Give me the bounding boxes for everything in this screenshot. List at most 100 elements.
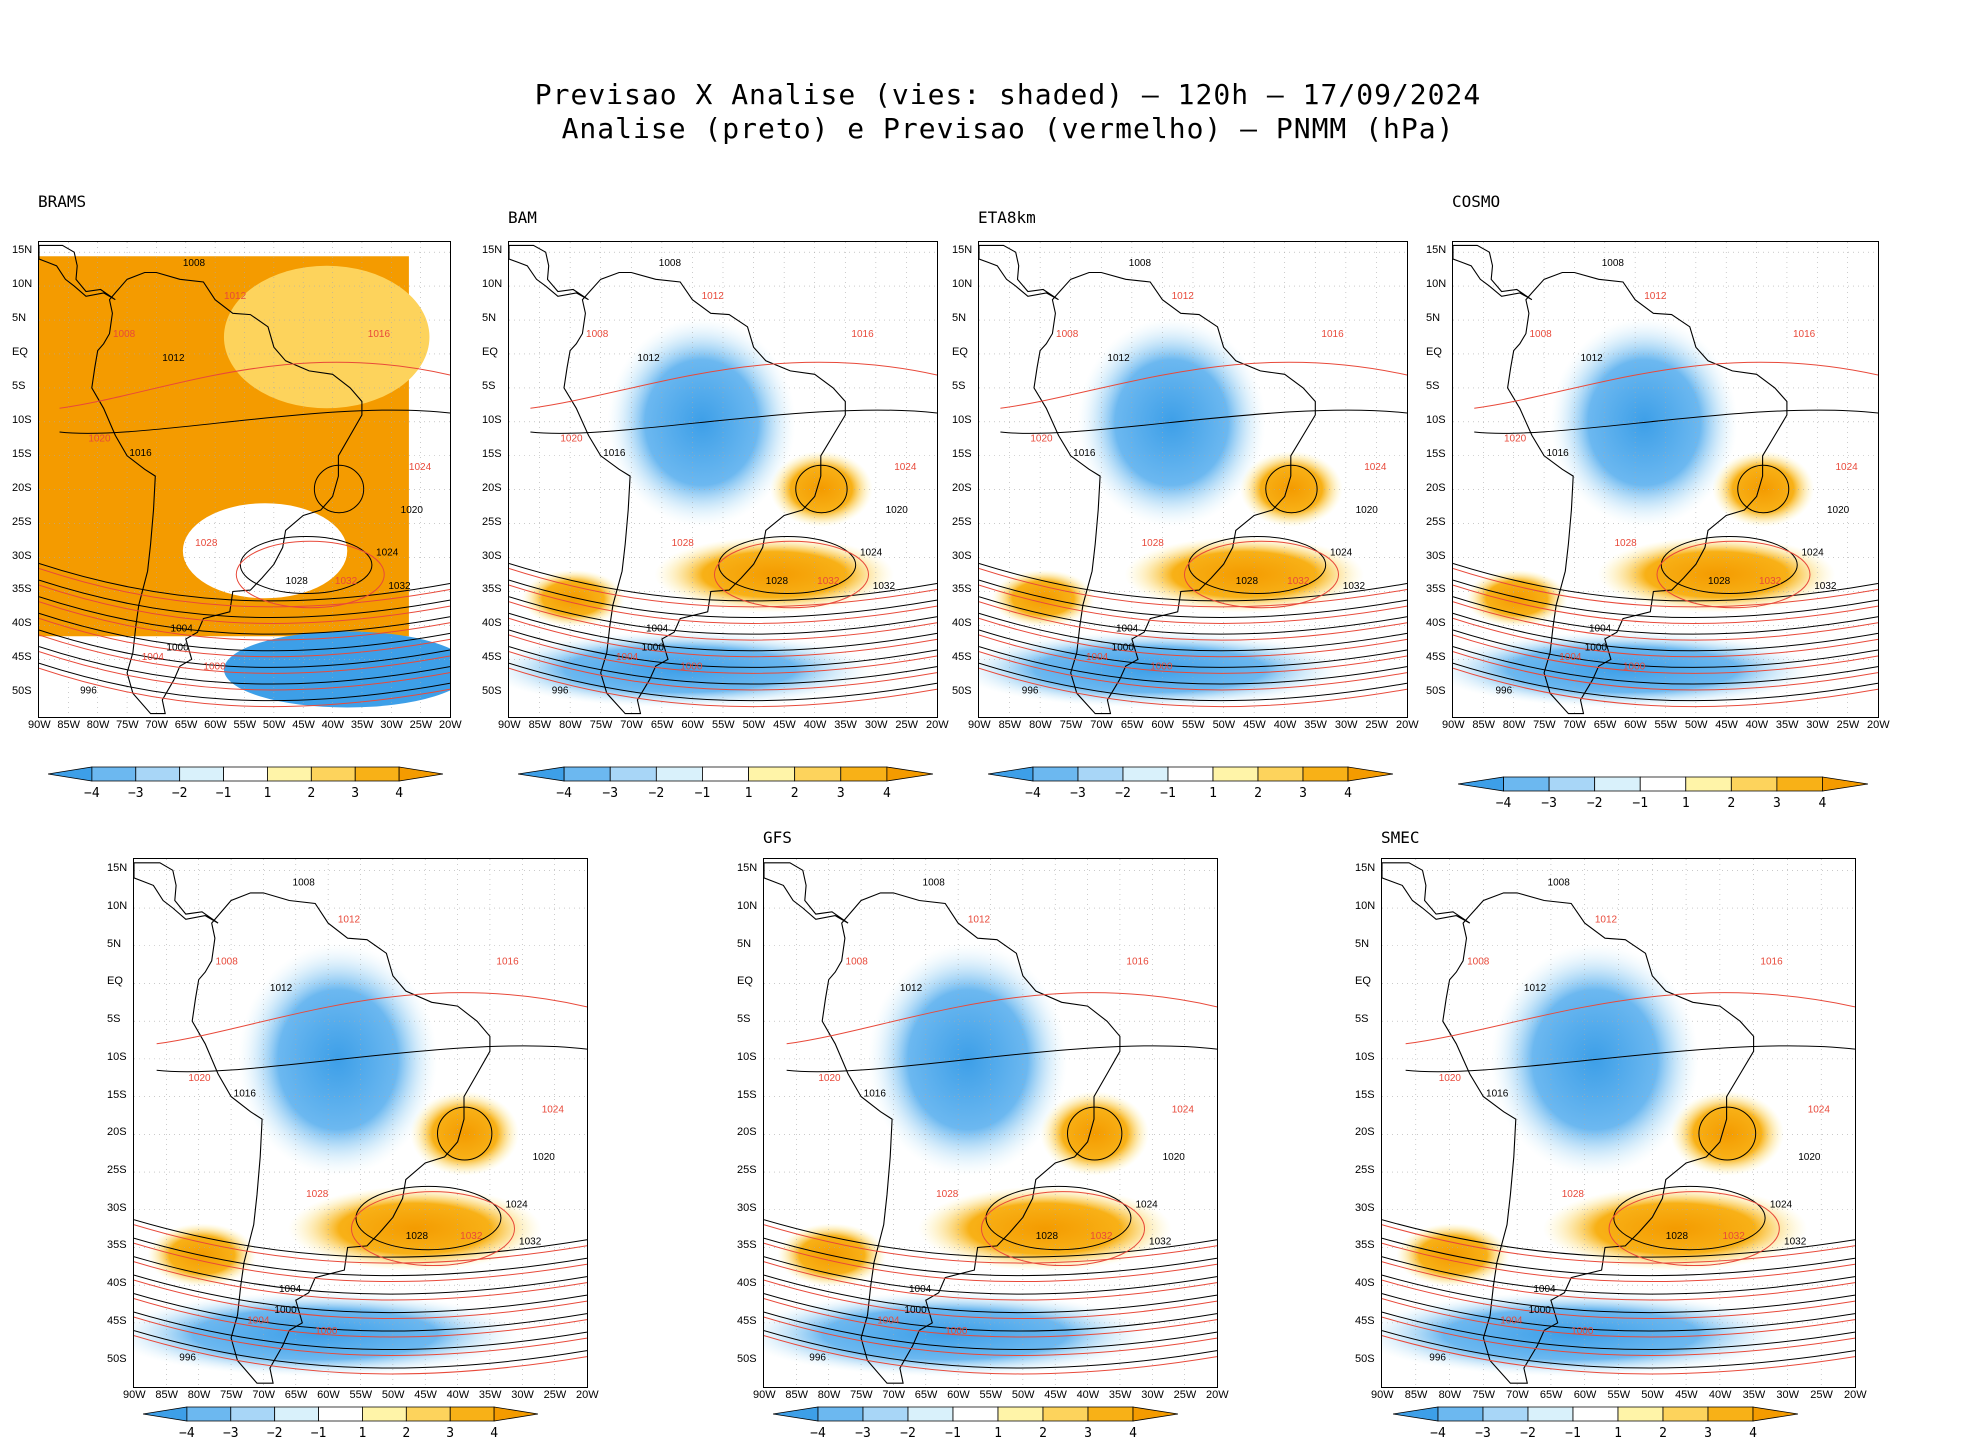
lat-label: 10S — [952, 413, 972, 426]
isobar-analysis — [1453, 596, 1878, 635]
isobar-forecast — [979, 634, 1407, 674]
bias-warm-anticyclone-field — [1670, 1091, 1785, 1176]
isobar-label-analysis: 1008 — [1602, 258, 1625, 269]
lat-label: 5S — [737, 1013, 751, 1026]
lat-label: 50S — [737, 1352, 757, 1365]
isobar-forecast — [509, 634, 937, 674]
lon-label: 65W — [1120, 719, 1144, 731]
isobar-label-forecast: 1004 — [1086, 652, 1109, 663]
lat-label: 40S — [107, 1277, 127, 1290]
isobar-forecast — [509, 601, 937, 641]
isobar-forecast — [509, 584, 937, 624]
lat-label: 15S — [107, 1088, 127, 1101]
coastline-central-america — [1453, 244, 1533, 301]
isobar-label-analysis: 1008 — [1129, 258, 1152, 269]
isobar-label-analysis: 1004 — [171, 624, 194, 635]
isobar-label-forecast: 1012 — [1595, 914, 1618, 925]
isobar-label-forecast: 1016 — [1760, 957, 1783, 968]
map-svg-unlabeled: 1008 1012 1016 1020 1024 1028 1032 1004 1000 996 1… — [134, 859, 587, 1387]
lon-label: 65W — [1539, 1389, 1563, 1401]
isobar-label-analysis: 1016 — [603, 448, 626, 459]
isobar-label-analysis: 1024 — [376, 548, 399, 559]
isobar-label-analysis: 1008 — [1548, 877, 1571, 888]
lon-label: 85W — [155, 1389, 178, 1401]
colorbar-tick-label: 2 — [790, 786, 799, 801]
colorbar-bin — [518, 766, 565, 782]
lat-label: 40S — [482, 617, 502, 630]
bias-warm-pacific-field — [777, 1223, 887, 1287]
lon-label: 25W — [543, 1389, 567, 1401]
isobar-analysis-high-2 — [1737, 464, 1790, 514]
lon-label: 50W — [1684, 719, 1708, 731]
lat-label: 10S — [1426, 413, 1446, 426]
isobar-forecast — [1474, 361, 1878, 409]
isobar-analysis — [134, 1311, 587, 1351]
colorbar-bin — [794, 766, 842, 782]
isobar-label-analysis: 1012 — [270, 983, 293, 994]
isobar-analysis — [59, 409, 450, 434]
lat-label: EQ — [107, 975, 123, 988]
lat-label: 25S — [1426, 515, 1446, 528]
isobar-label-forecast: 1000 — [945, 1326, 968, 1337]
panel-title-bam: BAM — [508, 208, 537, 227]
colorbar-bin — [1087, 1406, 1134, 1422]
isobar-analysis — [39, 579, 450, 619]
lat-label: 5N — [1426, 312, 1441, 325]
bias-warm-anticyclone-field — [1712, 451, 1815, 527]
lat-label: 5N — [107, 937, 122, 950]
colorbar-tick-label: −3 — [1070, 786, 1086, 801]
lon-label: 85W — [528, 719, 552, 731]
colorbar-bin — [1572, 1406, 1619, 1422]
colorbar-tick-label: 4 — [395, 786, 404, 801]
isobar-label-analysis: 1000 — [1112, 643, 1135, 654]
isobar-label-analysis: 1012 — [1524, 983, 1547, 994]
lon-label: 40W — [1745, 719, 1769, 731]
lon-label: 90W — [28, 719, 51, 731]
colorbar-gfs: −4 −3 −2 −1 1 2 3 4 — [773, 1406, 1178, 1441]
lon-label: 60W — [1573, 1389, 1597, 1401]
colorbar-bin — [748, 766, 796, 782]
lon-label: 75W — [1533, 719, 1556, 731]
isobar-analysis — [134, 1256, 587, 1295]
colorbar-tick-label: −2 — [171, 786, 188, 801]
isobar-analysis-high — [985, 1185, 1132, 1251]
lat-label: 10S — [1355, 1050, 1375, 1063]
lon-label: 35W — [1304, 719, 1327, 731]
lon-label: 90W — [123, 1389, 146, 1401]
isobar-forecast — [979, 617, 1407, 658]
isobar-analysis-high-2 — [313, 464, 365, 514]
lon-label: 25W — [895, 719, 919, 731]
map-frame-unlabeled: 1008 1012 1016 1020 1024 1028 1032 1004 1000 996 1… — [133, 858, 588, 1388]
colorbar-bin — [1458, 776, 1504, 792]
map-svg-smec: 1008 1012 1016 1020 1024 1028 1032 1004 1000 996 1… — [1382, 859, 1855, 1387]
lon-label: 25W — [1810, 1389, 1833, 1401]
isobar-analysis — [134, 1330, 587, 1369]
lat-label: 10N — [107, 900, 128, 913]
isobar-label-analysis: 1004 — [1533, 1284, 1556, 1295]
isobar-forecast — [1453, 667, 1878, 708]
isobar-analysis — [156, 1045, 587, 1073]
isobar-analysis — [786, 1045, 1217, 1073]
colorbar-bin — [773, 1406, 819, 1422]
colorbar-tick-label: −2 — [1520, 1426, 1536, 1441]
isobar-forecast — [1382, 1298, 1855, 1338]
map-frame-eta8km: 1008 1012 1016 1020 1024 1028 1032 1004 1000 996 1… — [978, 241, 1408, 718]
isobar-forecast — [134, 1335, 587, 1375]
lon-label: 60W — [1151, 719, 1175, 731]
lat-label: 15S — [12, 447, 32, 460]
isobar-label-forecast: 1032 — [1287, 576, 1310, 587]
isobar-forecast-high — [235, 540, 385, 609]
isobar-label-analysis: 1024 — [1330, 548, 1353, 559]
isobar-label-analysis: 1000 — [904, 1305, 927, 1316]
isobar-analysis — [509, 563, 937, 602]
isobar-label-analysis: 996 — [1496, 685, 1513, 696]
lon-label: 55W — [349, 1389, 373, 1401]
colorbar-bin — [1032, 766, 1079, 782]
colorbar-tick-label: 1 — [358, 1426, 367, 1441]
colorbar-tick-label: 4 — [1749, 1426, 1757, 1441]
lat-label: 50S — [1355, 1352, 1375, 1365]
isobar-analysis — [979, 596, 1407, 635]
lat-label: EQ — [12, 345, 28, 358]
